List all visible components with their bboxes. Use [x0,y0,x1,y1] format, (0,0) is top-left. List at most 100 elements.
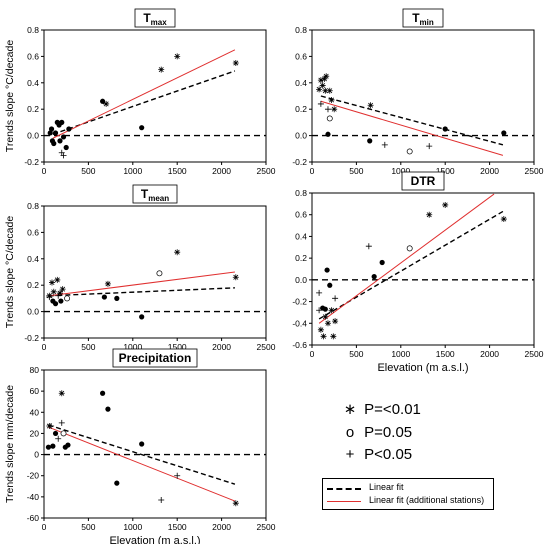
y-axis-label: Trends slope °C/decade [4,40,16,153]
y-tick-label: 0.8 [295,188,307,198]
x-tick-label: 0 [42,522,47,532]
data-point-dot [66,126,72,132]
data-point-star [328,96,335,103]
y-tick-label: 0.6 [27,51,39,61]
x-tick-label: 2500 [257,166,276,176]
chart-title-subscript: min [420,18,434,27]
x-tick-label: 2000 [480,349,499,359]
x-tick-label: 2000 [212,166,231,176]
data-point-plus [48,423,55,430]
y-tick-label: 60 [30,386,40,396]
x-tick-label: 1000 [391,166,410,176]
chart-tmean: -0.2 0.0 0.2 0.4 0.6 0.8 0 500 1000 1500 2000 2500 T… [4,184,276,352]
y-tick-label: 0.0 [295,275,307,285]
data-point-dot [139,314,145,320]
data-point-plus [55,435,62,442]
y-tick-label: 0 [34,450,39,460]
data-point-dot [139,125,145,131]
y-tick-label: -0.2 [292,297,307,307]
plot-frame [43,205,267,339]
data-point-dot [52,430,59,437]
data-point-dot [100,98,106,104]
data-point-dot [51,140,57,147]
data-point-plus [46,294,53,301]
data-point-circle [156,270,163,277]
x-tick-label: 2000 [212,522,231,532]
data-point-star [330,333,337,340]
data-point-dot [52,130,59,136]
data-point-star [232,500,239,507]
plot-frame [311,192,535,346]
data-point-star [367,102,374,109]
chart-precipitation: -60 -40 -20 0 20 40 60 80 0 500 1000 1500 2000 2500 Pr… [4,348,276,544]
data-point-star [174,249,181,256]
y-tick-label: 0.2 [295,104,307,114]
data-point-star [323,73,330,80]
data-point-star [59,286,66,293]
x-tick-label: 1500 [168,342,187,352]
data-point-dot [63,144,69,151]
data-point-star [322,313,329,320]
data-point-plus [317,100,324,107]
data-point-star [442,201,449,208]
x-tick-label: 0 [42,166,47,176]
y-tick-label: -40 [27,492,40,502]
x-tick-label: 0 [310,166,315,176]
data-point-dot [105,406,111,412]
data-point-circle [406,148,413,155]
additional-fit-line [320,100,504,156]
y-tick-label: -0.2 [24,333,39,343]
x-axis-label: Elevation (m a.s.l.) [377,362,468,374]
y-tick-label: 0.4 [295,231,307,241]
data-point-dot [101,294,107,300]
x-tick-label: 1000 [391,349,410,359]
x-tick-label: 0 [42,342,47,352]
x-tick-label: 500 [81,522,95,532]
y-tick-label: 0.4 [295,78,307,88]
y-axis-label: Trends slope °C/decade [4,216,16,329]
x-tick-label: 2000 [212,342,231,352]
y-tick-label: -60 [27,513,40,523]
title-box [134,8,176,28]
y-tick-label: 0.6 [27,227,39,237]
linear-fit-line [320,95,504,146]
x-tick-label: 1500 [168,166,187,176]
data-point-dot [59,119,65,125]
y-tick-label: -0.2 [292,157,307,167]
data-point-plus [316,289,323,296]
data-point-star [174,53,181,60]
data-point-star [322,87,329,94]
data-point-star [232,60,239,66]
data-point-star [317,77,324,84]
plot-frame [43,29,267,163]
data-point-star [54,276,61,283]
data-point-dot [114,295,120,301]
data-point-dot [501,130,507,136]
x-tick-label: 1500 [436,166,455,176]
y-tick-label: -20 [27,471,40,481]
data-point-plus [60,152,67,159]
title-box [132,184,178,204]
data-point-dot [442,126,448,132]
data-point-star [158,66,165,73]
x-tick-label: 2500 [525,349,544,359]
data-point-plus [365,243,372,250]
data-point-dot [60,134,67,140]
data-point-dot [324,267,330,273]
x-tick-label: 1500 [168,522,187,532]
x-tick-label: 500 [349,166,363,176]
x-tick-label: 500 [81,342,95,352]
data-point-star [324,320,331,327]
y-tick-label: 0.8 [295,25,307,35]
y-tick-label: 0.8 [27,25,39,35]
data-point-star [328,307,335,314]
y-tick-label: 0.0 [27,131,39,141]
x-tick-label: 500 [81,166,95,176]
data-point-star [50,288,57,295]
chart-title-subscript: mean [148,194,169,203]
data-point-star [331,106,338,113]
data-point-star [58,390,65,397]
plot-frame [311,29,535,163]
x-tick-label: 2000 [480,166,499,176]
data-point-dot [47,130,53,136]
